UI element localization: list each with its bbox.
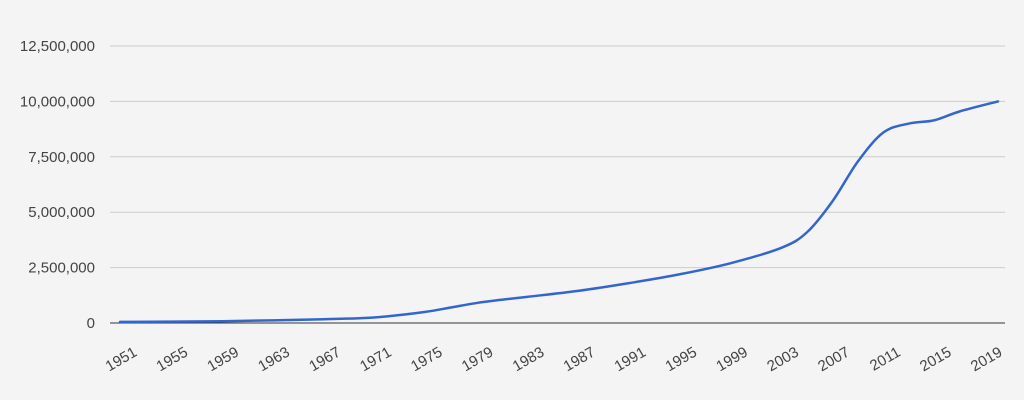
x-tick-label: 1959 [204,344,241,375]
y-tick-label: 0 [87,315,95,332]
x-tick-label: 1995 [662,344,699,375]
y-tick-label: 12,500,000 [20,38,95,55]
data-point [168,319,174,325]
data-point [880,129,886,135]
x-tick-label: 1979 [459,344,496,375]
x-tick-label: 2015 [917,344,954,375]
x-tick-label: 1991 [612,344,649,375]
x-tick-label: 2003 [764,344,801,375]
data-point [321,316,327,322]
data-point [855,158,861,164]
data-point [804,229,810,235]
data-point [957,108,963,114]
data-point [524,294,530,300]
data-point [931,117,937,123]
data-point [219,318,225,324]
x-tick-label: 1955 [153,344,190,375]
data-point [473,300,479,306]
data-point [117,319,123,325]
data-point [499,297,505,303]
x-tick-label: 2011 [867,344,903,375]
x-tick-label: 2019 [968,344,1005,375]
x-tick-label: 1999 [713,344,750,375]
data-point [995,98,1001,104]
data-point [830,198,836,204]
y-tick-label: 5,000,000 [28,204,95,221]
x-tick-label: 1971 [357,344,394,375]
data-point [448,304,454,310]
series-group [117,98,1001,325]
data-point [359,315,365,321]
data-point [677,271,683,277]
data-point [906,121,912,127]
x-axis-labels: 1951 1955 1959 1963 1967 1971 1975 1979 1983 1987… [103,344,1006,375]
x-tick-label: 1987 [561,344,598,375]
y-tick-label: 2,500,000 [28,260,95,277]
y-axis-labels: 0 2,500,000 5,000,000 7,500,000 10,000,000 12… [20,38,95,332]
x-tick-label: 1951 [103,344,140,375]
y-tick-label: 10,000,000 [20,93,95,110]
x-tick-label: 1967 [306,344,343,375]
data-point [422,309,428,315]
y-tick-label: 7,500,000 [28,149,95,166]
data-point [626,280,632,286]
x-tick-label: 1983 [510,344,547,375]
data-point [384,313,390,319]
x-tick-label: 1963 [255,344,292,375]
data-point [728,260,734,266]
x-tick-label: 1975 [408,344,445,375]
data-point [575,288,581,294]
series-line [118,100,1000,324]
data-point [270,317,276,323]
gridlines [110,45,1005,269]
x-tick-label: 2007 [815,344,852,375]
data-point [779,245,785,251]
